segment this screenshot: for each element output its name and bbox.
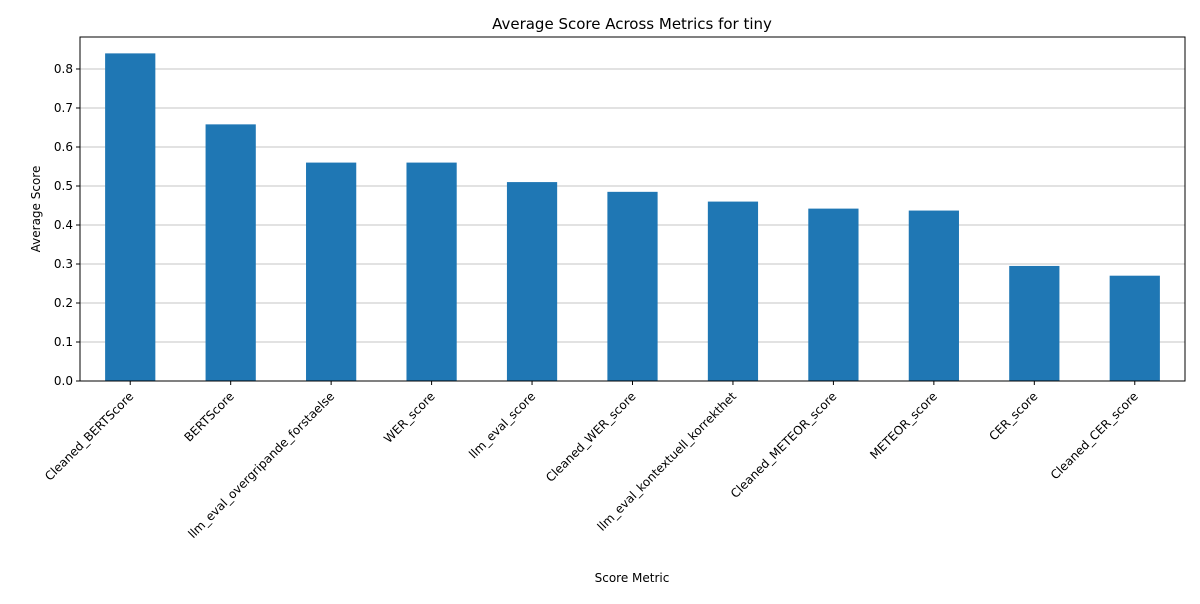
x-tick-label: BERTScore (181, 389, 236, 444)
x-tick-label: Cleaned_WER_score (543, 389, 639, 485)
bar (808, 208, 859, 381)
y-tick-label: 0.1 (54, 335, 73, 349)
y-tick-label: 0.5 (54, 179, 73, 193)
x-tick-label: WER_score (381, 389, 438, 446)
y-axis: 0.0 0.1 0.2 0.3 0.4 0.5 0.6 0.7 0.8 (54, 62, 80, 388)
y-tick-label: 0.6 (54, 140, 73, 154)
bar (105, 53, 156, 381)
bar (506, 182, 558, 381)
bar (1109, 275, 1160, 381)
bars-layer (105, 53, 1160, 381)
bar (406, 162, 457, 381)
bar (607, 191, 658, 381)
bar (1009, 265, 1060, 381)
x-tick-label: Cleaned_CER_score (1048, 389, 1141, 482)
bar (908, 210, 959, 381)
x-tick-label: Cleaned_BERTScore (42, 389, 136, 483)
y-tick-label: 0.2 (54, 296, 73, 310)
bar (707, 201, 759, 381)
x-tick-label: llm_eval_score (466, 389, 538, 461)
x-tick-label: CER_score (986, 389, 1040, 443)
x-axis-label: Score Metric (595, 571, 670, 585)
x-tick-label: METEOR_score (867, 389, 940, 462)
chart-title: Average Score Across Metrics for tiny (492, 15, 772, 33)
y-axis-label: Average Score (29, 166, 43, 253)
x-tick-label: Cleaned_METEOR_score (728, 389, 840, 501)
y-tick-label: 0.7 (54, 101, 73, 115)
bar (205, 124, 256, 381)
y-tick-label: 0.3 (54, 257, 73, 271)
y-tick-label: 0.8 (54, 62, 73, 76)
bar (306, 162, 357, 381)
x-axis: Cleaned_BERTScore BERTScorellm_eval_overg… (42, 381, 1141, 541)
y-tick-label: 0.4 (54, 218, 73, 232)
y-tick-label: 0.0 (54, 374, 73, 388)
